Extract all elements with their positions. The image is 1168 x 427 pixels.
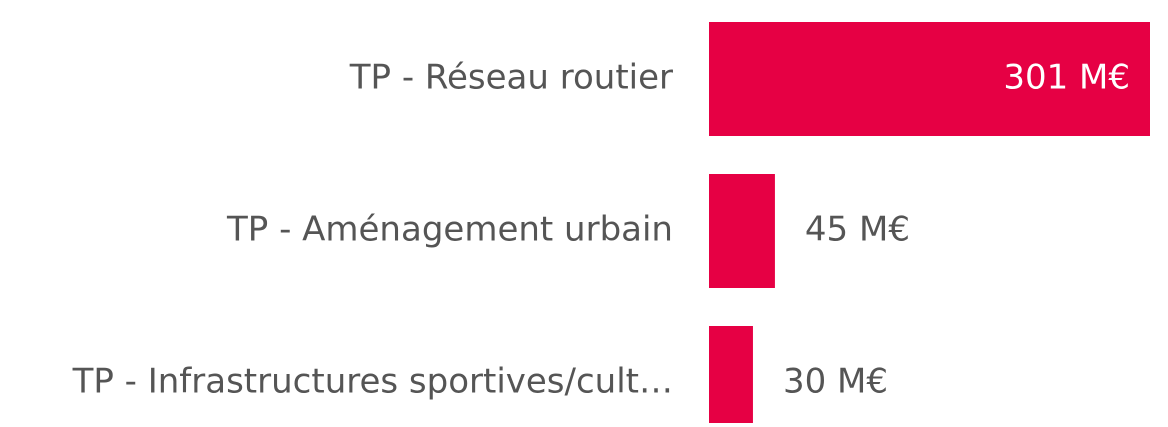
category-label: TP - Aménagement urbain — [226, 210, 673, 250]
category-label: TP - Réseau routier — [349, 58, 673, 98]
value-label: 30 M€ — [783, 362, 888, 402]
bar — [709, 326, 753, 427]
bar — [709, 22, 1150, 136]
value-label: 301 M€ — [1003, 58, 1130, 98]
bar — [709, 174, 775, 288]
value-label: 45 M€ — [805, 210, 910, 250]
category-label: TP - Infrastructures sportives/cult… — [72, 362, 673, 402]
